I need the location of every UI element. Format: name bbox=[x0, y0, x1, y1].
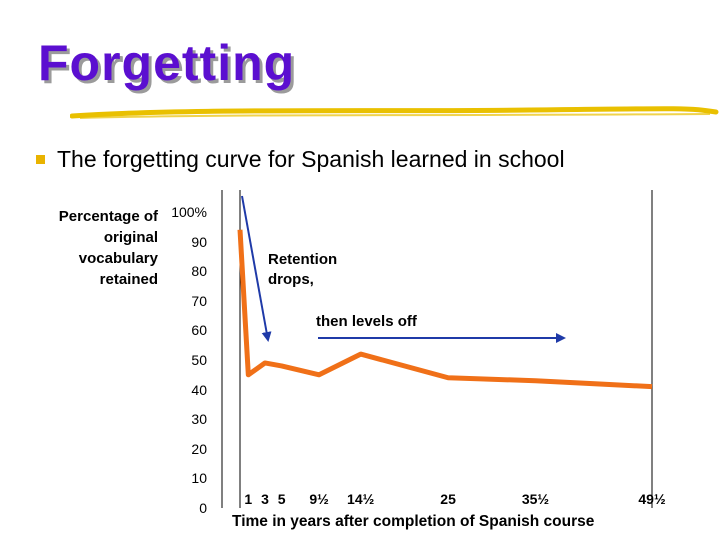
bullet-text: The forgetting curve for Spanish learned… bbox=[57, 146, 565, 172]
y-tick-label: 20 bbox=[191, 440, 207, 457]
y-axis-label-line: vocabulary bbox=[78, 250, 158, 267]
annotation-line: Retention bbox=[268, 251, 338, 268]
y-tick-label: 100% bbox=[171, 204, 207, 220]
y-tick-label: 40 bbox=[191, 381, 207, 398]
x-tick-label: 3 bbox=[261, 491, 269, 507]
title-underline bbox=[70, 106, 719, 119]
y-tick-label: 10 bbox=[191, 470, 207, 487]
annotation-levels-off: then levels off bbox=[316, 312, 417, 332]
x-tick-label: 35½ bbox=[521, 491, 550, 507]
x-axis-label: Time in years after completion of Spanis… bbox=[232, 513, 595, 530]
annotation-line: then levels off bbox=[316, 313, 417, 330]
x-tick-label: 5 bbox=[277, 491, 286, 507]
x-tick-label: 1 bbox=[244, 491, 253, 507]
x-tick-label: 25 bbox=[440, 491, 456, 507]
y-axis-label-line: retained bbox=[99, 271, 158, 288]
y-axis-label-line: Percentage of bbox=[58, 208, 158, 225]
slide-title: Forgetting bbox=[38, 35, 296, 91]
y-tick-label: 30 bbox=[191, 411, 207, 428]
annotation-line: drops, bbox=[268, 271, 314, 288]
retention-curve bbox=[237, 229, 653, 390]
annotation-retention-drops: Retention drops, bbox=[268, 250, 338, 290]
y-tick-label: 50 bbox=[191, 352, 207, 368]
x-tick-label: 9½ bbox=[309, 491, 329, 507]
y-tick-label: 90 bbox=[191, 233, 207, 250]
y-tick-label: 0 bbox=[199, 500, 207, 516]
retention-drops-arrow bbox=[241, 195, 272, 342]
y-axis-label: Percentage of original vocabulary retain… bbox=[59, 206, 158, 290]
x-tick-label: 14½ bbox=[347, 491, 375, 507]
bullet-point: The forgetting curve for Spanish learned… bbox=[36, 146, 565, 173]
y-tick-label: 80 bbox=[191, 263, 207, 280]
bullet-marker bbox=[36, 155, 45, 164]
y-tick-label: 70 bbox=[191, 292, 207, 309]
y-tick-label: 60 bbox=[191, 322, 207, 339]
y-axis-label-line: original bbox=[103, 229, 158, 246]
